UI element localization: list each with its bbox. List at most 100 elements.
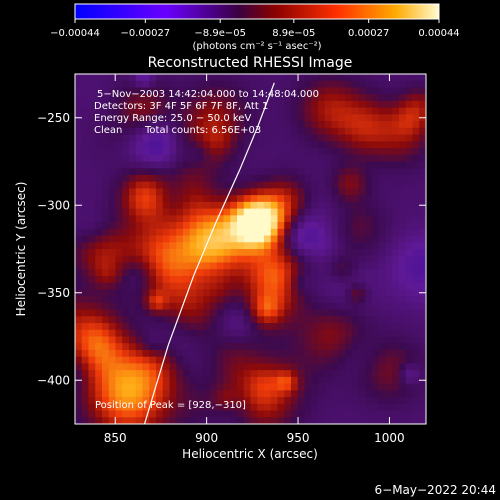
heatmap-cell <box>284 296 292 304</box>
heatmap-cell <box>81 80 89 88</box>
heatmap-cell <box>183 235 191 243</box>
heatmap-cell <box>216 417 224 424</box>
heatmap-cell <box>81 188 89 196</box>
heatmap-cell <box>250 168 258 176</box>
heatmap-cell <box>250 302 258 310</box>
heatmap-cell <box>392 208 400 216</box>
heatmap-cell <box>169 336 177 344</box>
heatmap-cell <box>169 296 177 304</box>
heatmap-cell <box>297 403 305 411</box>
heatmap-cell <box>358 181 366 189</box>
heatmap-cell <box>81 336 89 344</box>
heatmap-cell <box>338 80 346 88</box>
heatmap-cell <box>203 410 211 418</box>
heatmap-cell <box>270 161 278 169</box>
heatmap-cell <box>291 208 299 216</box>
heatmap-cell <box>378 316 386 324</box>
heatmap-cell <box>365 127 373 135</box>
heatmap-cell <box>81 269 89 277</box>
heatmap-cell <box>378 289 386 297</box>
heatmap-cell <box>129 74 137 82</box>
heatmap-cell <box>102 343 110 351</box>
heatmap-cell <box>169 309 177 317</box>
heatmap-cell <box>399 282 407 290</box>
heatmap-cell <box>284 201 292 210</box>
heatmap-cell <box>88 188 96 196</box>
heatmap-cell <box>277 222 285 230</box>
heatmap-cell <box>324 121 332 129</box>
heatmap-cell <box>277 141 285 149</box>
heatmap-cell <box>412 141 420 149</box>
heatmap-cell <box>365 390 373 398</box>
x-tick-label: 1000 <box>374 431 405 445</box>
heatmap-cell <box>264 181 272 189</box>
heatmap-cell <box>115 134 123 142</box>
heatmap-cell <box>392 80 400 88</box>
heatmap-cell <box>115 168 123 176</box>
heatmap-cell <box>297 329 305 337</box>
heatmap-cell <box>115 356 123 364</box>
heatmap-cell <box>108 161 116 169</box>
heatmap-cell <box>176 228 184 236</box>
heatmap-cell <box>318 302 326 310</box>
heatmap-cell <box>412 222 420 230</box>
heatmap-cell <box>243 403 251 411</box>
heatmap-cell <box>270 275 278 284</box>
heatmap-cell <box>358 390 366 398</box>
heatmap-cell <box>122 417 130 424</box>
colorbar <box>74 3 440 20</box>
heatmap-cell <box>203 228 211 236</box>
heatmap-cell <box>210 376 218 385</box>
heatmap-cell <box>264 168 272 176</box>
heatmap-cell <box>196 336 204 344</box>
heatmap-cell <box>142 282 150 290</box>
heatmap-cell <box>142 296 150 304</box>
heatmap-cell <box>399 309 407 317</box>
heatmap-cell <box>378 417 386 424</box>
heatmap-cell <box>149 114 157 122</box>
heatmap-cell <box>304 188 312 196</box>
heatmap-cell <box>189 255 197 263</box>
heatmap-cell <box>264 397 272 405</box>
heatmap-cell <box>102 309 110 317</box>
heatmap-cell <box>243 154 251 162</box>
heatmap-cell <box>311 201 319 210</box>
heatmap-cell <box>183 269 191 277</box>
heatmap-cell <box>372 154 380 162</box>
heatmap-cell <box>318 269 326 277</box>
heatmap-cell <box>318 80 326 88</box>
heatmap-cell <box>331 201 339 210</box>
heatmap-cell <box>304 148 312 156</box>
heatmap-cell <box>183 100 191 109</box>
heatmap-cell <box>358 403 366 411</box>
heatmap-cell <box>385 235 393 243</box>
heatmap-cell <box>304 127 312 135</box>
heatmap-cell <box>257 309 265 317</box>
heatmap-cell <box>385 242 393 250</box>
heatmap-cell <box>270 410 278 418</box>
heatmap-cell <box>176 275 184 284</box>
heatmap-cell <box>142 154 150 162</box>
heatmap-cell <box>257 376 265 385</box>
heatmap-cell <box>115 74 123 82</box>
heatmap-cell <box>162 127 170 135</box>
heatmap-cell <box>189 201 197 210</box>
heatmap-cell <box>284 262 292 270</box>
heatmap-cell <box>405 201 413 210</box>
heatmap-cell <box>318 127 326 135</box>
heatmap-cell <box>243 397 251 405</box>
heatmap-cell <box>102 329 110 337</box>
heatmap-cell <box>156 74 164 82</box>
heatmap-cell <box>345 94 353 102</box>
heatmap-cell <box>122 141 130 149</box>
heatmap-cell <box>135 249 143 257</box>
heatmap-cell <box>75 390 83 398</box>
heatmap-cell <box>210 296 218 304</box>
heatmap-cell <box>345 282 353 290</box>
heatmap-cell <box>365 235 373 243</box>
heatmap-cell <box>392 336 400 344</box>
heatmap-cell <box>162 107 170 115</box>
heatmap-cell <box>392 302 400 310</box>
heatmap-cell <box>149 417 157 424</box>
heatmap-cell <box>277 174 285 183</box>
